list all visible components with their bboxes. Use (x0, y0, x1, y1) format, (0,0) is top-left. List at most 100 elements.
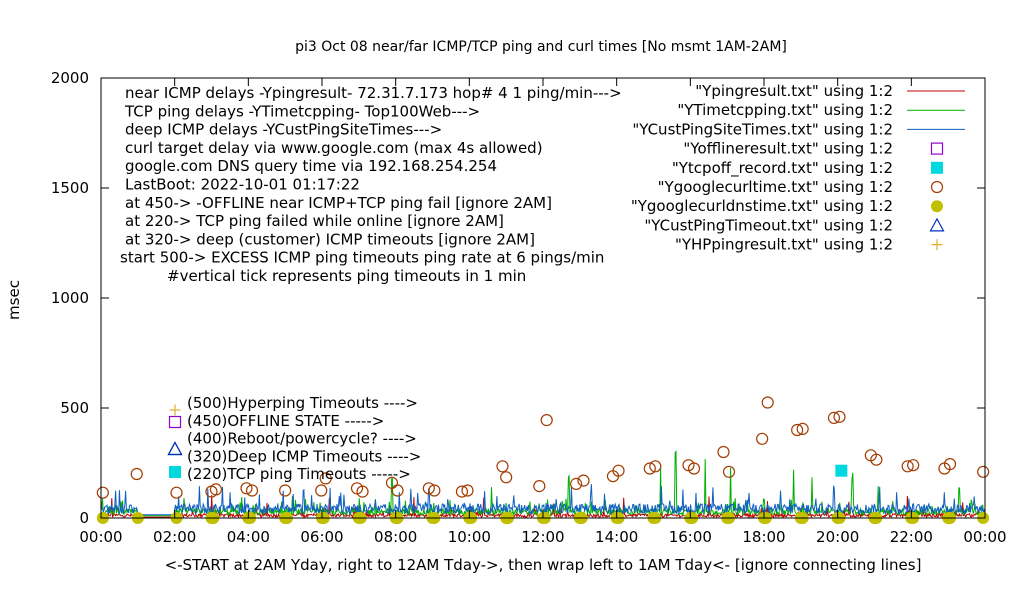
legend-label-4: "Ytcpoff_record.txt" using 1:2 (672, 159, 893, 178)
x-tick-label-5: 10:00 (448, 528, 491, 546)
legend-label-6: "Ygooglecurldnstime.txt" using 1:2 (631, 197, 893, 215)
series-2-point-40 (901, 460, 914, 473)
series-2-point-36 (827, 411, 841, 424)
x-tick-label-3: 06:00 (300, 528, 343, 546)
y-tick-label-0: 0 (79, 509, 89, 527)
x-tick-label-6: 12:00 (521, 528, 564, 546)
series-2-point-43 (943, 458, 957, 471)
annotation-3: curl target delay via www.google.com (ma… (125, 139, 543, 157)
key-annotation-2: (400)Reboot/powercycle? ----> (187, 430, 417, 448)
x-tick-label-4: 08:00 (374, 528, 417, 546)
series-2-point-29 (687, 462, 701, 475)
legend-marker-5 (930, 180, 944, 194)
annotation-2: deep ICMP delays -YCustPingSiteTimes---> (125, 121, 442, 139)
key-annotation-4: (220)TCP ping Timeouts -----> (187, 465, 411, 483)
x-tick-label-11: 22:00 (890, 528, 933, 546)
axes: 00:00 02:00 04:00 06:00 08:00 10:00 12:00 14:00… (51, 69, 1007, 546)
series-2-point-19 (500, 471, 513, 484)
annotation-10: #vertical tick represents ping timeouts … (167, 267, 526, 285)
y-tick-label-2: 1000 (51, 289, 89, 307)
x-tick-label-12: 00:00 (963, 528, 1006, 546)
series-2-point-30 (717, 445, 730, 459)
series-2-point-11 (356, 485, 369, 498)
series-2-point-27 (649, 460, 662, 473)
key-annotation-3: (320)Deep ICMP Timeouts ----> (187, 447, 421, 465)
y-tick-label-1: 500 (60, 399, 89, 417)
annotation-0: near ICMP delays -Ypingresult- 72.31.7.1… (125, 84, 622, 102)
annotation-9: start 500-> EXCESS ICMP ping timeouts pi… (120, 249, 604, 267)
x-tick-label-7: 14:00 (595, 528, 638, 546)
x-axis-label: <-START at 2AM Yday, right to 12AM Tday-… (165, 556, 922, 574)
series-1-point-0 (835, 464, 848, 477)
key-marker-4 (169, 466, 181, 478)
series-2-point-17 (461, 484, 474, 497)
legend-label-5: "Ygooglecurltime.txt" using 1:2 (658, 178, 893, 196)
series-2-point-26 (643, 462, 656, 475)
key-marker-0 (169, 404, 181, 416)
legend-marker-8 (931, 239, 943, 251)
series-2-point-35 (796, 422, 809, 435)
annotation-8: at 320-> deep (customer) ICMP timeouts [… (125, 230, 535, 248)
legend-marker-4 (931, 161, 943, 174)
series-2-point-32 (756, 432, 769, 445)
x-tick-label-1: 02:00 (153, 528, 196, 546)
legend-marker-6 (931, 200, 943, 213)
legend-label-2: "YCustPingSiteTimes.txt" using 1:2 (632, 120, 893, 138)
legend-marker-3 (930, 142, 944, 155)
series-2-point-21 (540, 414, 553, 427)
key-annotation-1: (450)OFFLINE STATE -----> (187, 412, 384, 430)
y-tick-label-4: 2000 (51, 69, 89, 87)
legend: "Ypingresult.txt" using 1:2"YTimetcpping… (631, 82, 965, 254)
annotation-1: TCP ping delays -YTimetcpping- Top100Web… (124, 102, 480, 120)
series-2-point-4 (209, 483, 223, 496)
annotation-5: LastBoot: 2022-10-01 01:17:22 (125, 176, 360, 194)
key-marker-1 (168, 415, 182, 429)
series-2-point-6 (245, 484, 259, 497)
series-2-point-23 (577, 474, 590, 487)
series-2-point-37 (833, 410, 846, 423)
legend-label-7: "YCustPingTimeout.txt" using 1:2 (644, 216, 893, 234)
legend-label-8: "YHPpingresult.txt" using 1:2 (675, 236, 893, 254)
series-2-point-8 (315, 484, 328, 497)
x-tick-label-2: 04:00 (227, 528, 270, 546)
series-2-point-2 (170, 486, 183, 499)
series-2-point-13 (391, 484, 404, 497)
legend-label-1: "YTimetcpping.txt" using 1:2 (677, 101, 893, 119)
series-2-point-34 (791, 423, 804, 437)
series-2-point-7 (279, 484, 292, 497)
legend-label-0: "Ypingresult.txt" using 1:2 (695, 82, 893, 100)
series-2-point-20 (533, 480, 546, 493)
annotation-4: google.com DNS query time via 192.168.25… (125, 157, 497, 175)
series-2-point-9 (319, 472, 332, 485)
series-2-point-44 (977, 465, 990, 478)
series-2-point-15 (428, 484, 441, 497)
series-2-point-0 (96, 486, 109, 499)
series-2-point-31 (722, 465, 736, 478)
series-2-point-39 (870, 453, 883, 466)
x-tick-label-8: 16:00 (669, 528, 712, 546)
series-2-point-14 (422, 482, 435, 495)
key-marker-2 (167, 441, 183, 456)
key-annotations: (500)Hyperping Timeouts ---->(450)OFFLIN… (167, 394, 421, 483)
key-marker-3 (167, 441, 183, 456)
x-tick-label-10: 20:00 (816, 528, 859, 546)
x-tick-label-0: 00:00 (79, 528, 122, 546)
series-2-point-41 (907, 459, 920, 472)
y-tick-label-3: 1500 (51, 179, 89, 197)
annotation-6: at 450-> -OFFLINE near ICMP+TCP ping fai… (125, 194, 552, 212)
annotations: near ICMP delays -Ypingresult- 72.31.7.1… (120, 84, 622, 285)
key-annotation-0: (500)Hyperping Timeouts ----> (187, 394, 418, 412)
series-2-point-22 (570, 477, 583, 490)
series-2-point-1 (130, 467, 143, 481)
series-2-point-25 (612, 464, 625, 477)
series-2-point-16 (455, 485, 469, 498)
x-tick-label-9: 18:00 (742, 528, 785, 546)
series-2-point-18 (496, 460, 509, 473)
legend-marker-7 (929, 217, 945, 232)
series-2-point-33 (761, 396, 774, 409)
y-axis-label: msec (5, 280, 23, 320)
chart-title: pi3 Oct 08 near/far ICMP/TCP ping and cu… (295, 39, 787, 55)
legend-label-3: "Yofflineresult.txt" using 1:2 (683, 140, 893, 158)
annotation-7: at 220-> TCP ping failed while online [i… (125, 212, 504, 230)
